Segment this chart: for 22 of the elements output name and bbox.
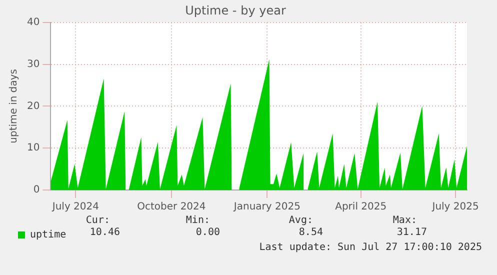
y-tick-label: 0	[33, 184, 40, 196]
legend-label: uptime	[30, 230, 66, 241]
text: Min:	[184, 215, 210, 226]
text: Avg:	[288, 215, 313, 226]
text: Cur:	[84, 215, 110, 226]
text: 0.00	[194, 227, 220, 238]
text: Last update: Sun Jul 27 17:00:10 2025	[259, 242, 482, 253]
y-tick-label: 40	[26, 16, 40, 28]
y-tick-label: 10	[26, 142, 40, 154]
text: Max:	[392, 215, 417, 226]
y-tick-label: 20	[26, 100, 40, 112]
chart-title: Uptime - by year	[185, 3, 286, 18]
x-tick-label: July 2024	[51, 202, 100, 213]
y-axis-title: uptime in days	[8, 69, 20, 144]
x-tick-label: July 2025	[431, 202, 479, 213]
x-tick-label: January 2025	[232, 202, 300, 213]
x-tick-label: April 2025	[335, 202, 387, 213]
y-tick-label: 30	[26, 58, 40, 70]
text: 10.46	[90, 227, 120, 238]
text: 8.54	[298, 227, 323, 238]
x-tick-label: October 2024	[137, 202, 206, 213]
text: 31.17	[396, 227, 427, 238]
